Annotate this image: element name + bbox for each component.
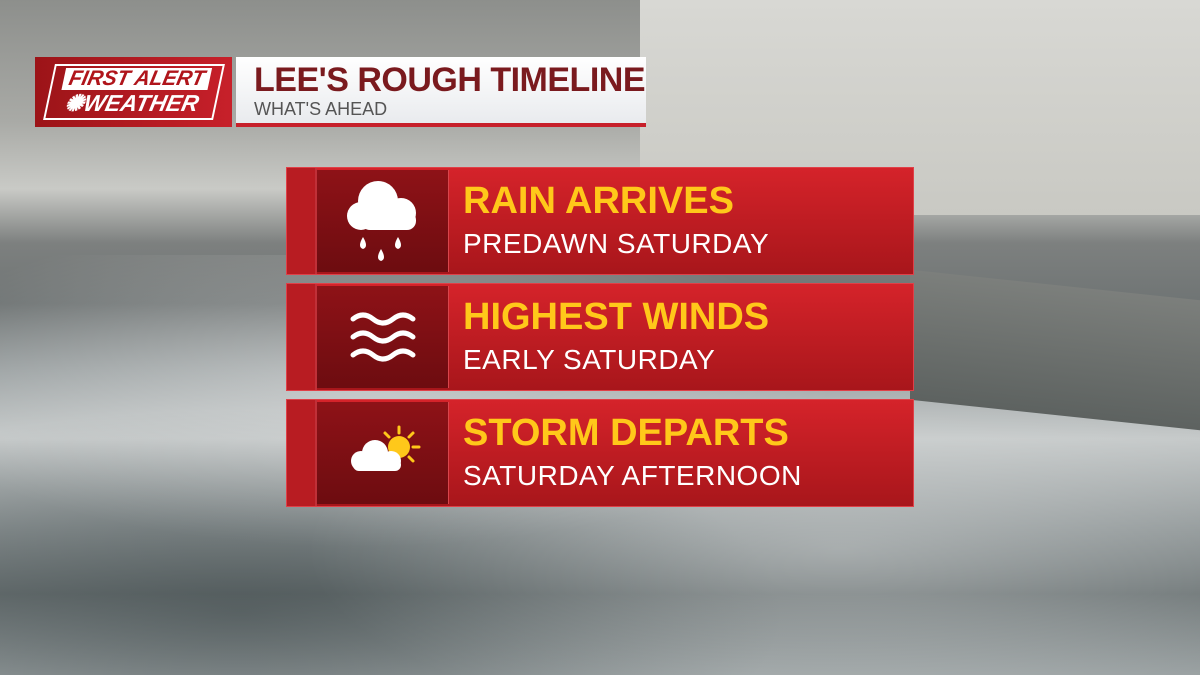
header: LEE'S ROUGH TIMELINE WHAT'S AHEAD — [236, 57, 646, 127]
timeline-item: HIGHEST WINDS EARLY SATURDAY — [286, 283, 914, 391]
rain-cloud-icon — [346, 181, 416, 261]
partly-sunny-icon — [350, 425, 420, 471]
timeline-title: STORM DEPARTS — [463, 412, 789, 454]
timeline-item: RAIN ARRIVES PREDAWN SATURDAY — [286, 167, 914, 275]
page-subtitle: WHAT'S AHEAD — [254, 99, 388, 119]
logo-line2: ✺WEATHER — [61, 90, 201, 116]
timeline-title: HIGHEST WINDS — [463, 296, 770, 338]
timeline-time: EARLY SATURDAY — [463, 344, 716, 375]
page-title: LEE'S ROUGH TIMELINE — [254, 61, 646, 99]
logo-line1: FIRST ALERT — [60, 67, 212, 90]
timeline-item: STORM DEPARTS SATURDAY AFTERNOON — [286, 399, 914, 507]
wind-waves-icon — [350, 312, 415, 362]
timeline-time: PREDAWN SATURDAY — [463, 228, 770, 259]
timeline-title: RAIN ARRIVES — [463, 180, 734, 222]
timeline-time: SATURDAY AFTERNOON — [463, 460, 802, 491]
first-alert-weather-logo: FIRST ALERT ✺WEATHER — [35, 57, 232, 127]
